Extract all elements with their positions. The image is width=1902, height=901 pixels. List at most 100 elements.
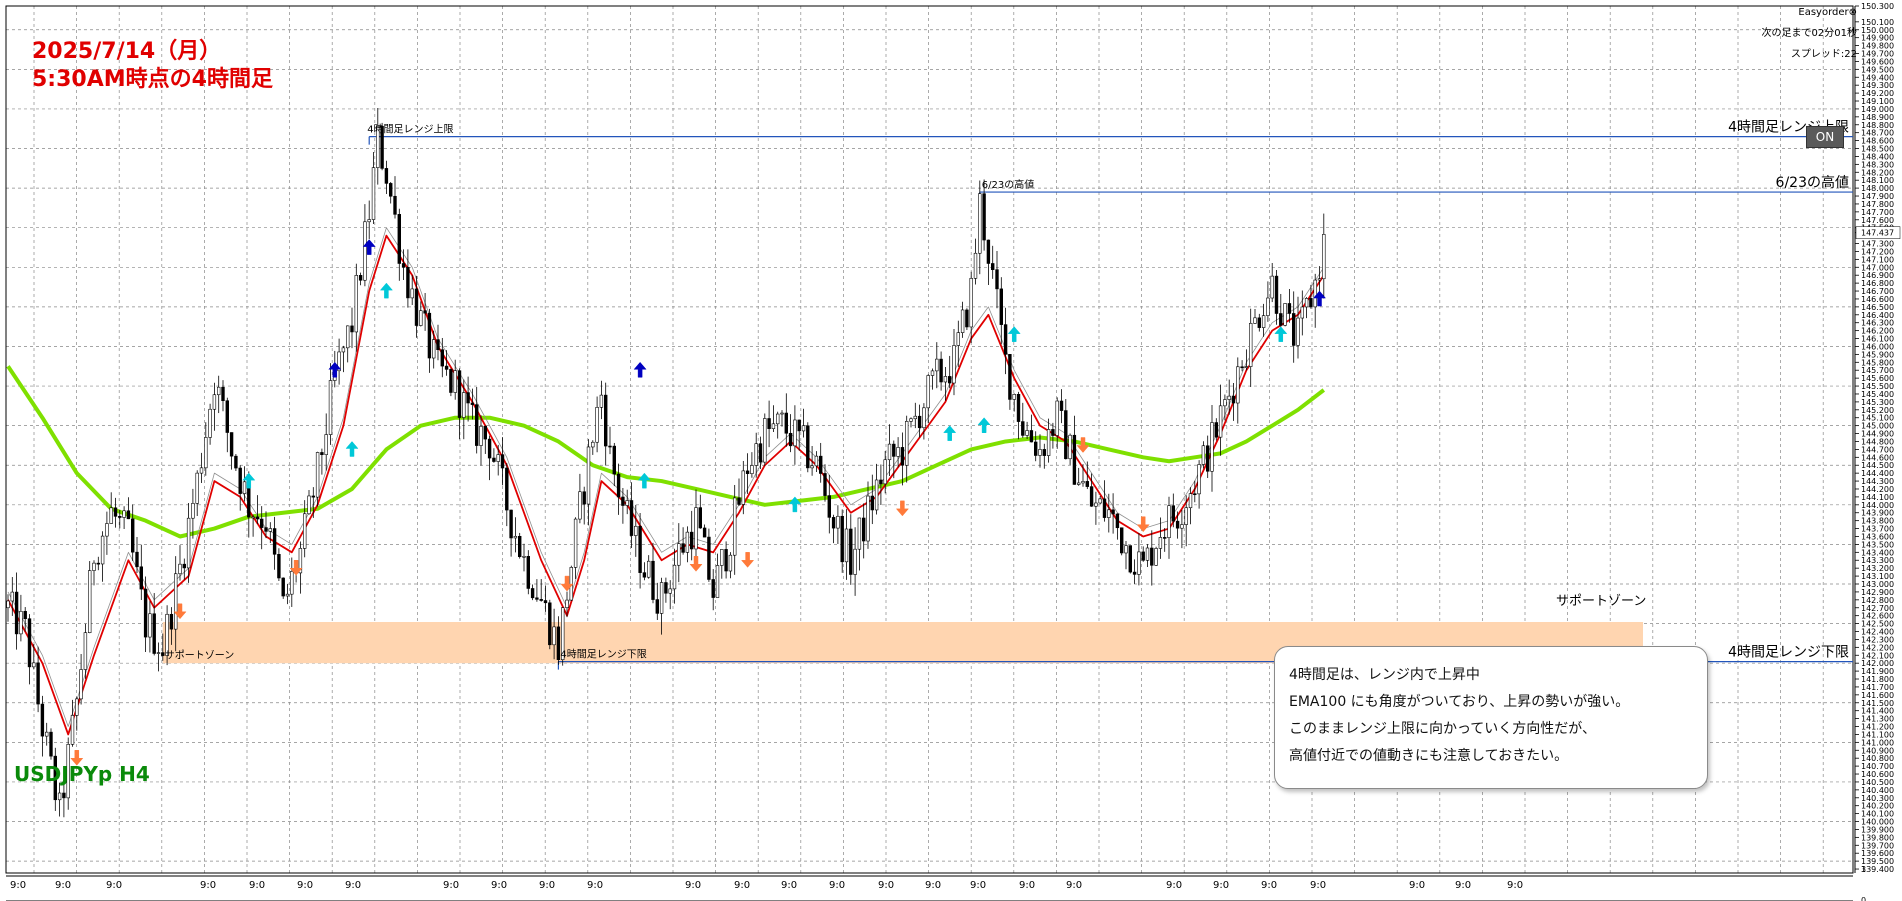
candle-body (1034, 441, 1038, 456)
price-tick-label: 144.500 (1861, 461, 1894, 470)
candle-body (913, 415, 918, 420)
price-tick-label: 146.400 (1861, 311, 1894, 320)
price-tick-label: 149.100 (1861, 97, 1894, 106)
candle-body (879, 479, 883, 485)
candle-body (397, 214, 401, 264)
candle-body (763, 418, 767, 463)
candle-body (363, 221, 367, 281)
candle-body (621, 496, 625, 506)
buy-signal-arrow (242, 472, 256, 489)
price-tick-label: 147.800 (1861, 200, 1894, 209)
candle-body (165, 613, 169, 656)
candle-body (1008, 354, 1012, 400)
candle-body (285, 593, 290, 597)
price-tick-label: 149.400 (1861, 73, 1894, 82)
candle-body (380, 125, 384, 169)
price-tick-label: 142.900 (1861, 588, 1894, 597)
candle-body (1261, 315, 1266, 328)
buy-signal-strong-arrow (328, 361, 342, 378)
price-tick-label: 145.100 (1861, 414, 1894, 423)
price-tick-label: 148.800 (1861, 121, 1894, 130)
candle-body (810, 465, 814, 469)
candle-body (62, 792, 66, 799)
current-price-box (1855, 226, 1901, 239)
sub-axis-label: 0 (1861, 896, 1866, 901)
candle-body (784, 412, 789, 434)
candle-body (1150, 547, 1154, 566)
candle-body (1218, 405, 1223, 438)
candle-body (259, 518, 264, 528)
candle-body (973, 252, 978, 279)
candle-body (591, 441, 595, 448)
candle-body (49, 731, 53, 757)
candle-body (113, 507, 118, 517)
candle-body (401, 263, 406, 268)
candle-body (1274, 275, 1279, 314)
candle-body (1253, 317, 1257, 324)
candle-body (414, 288, 419, 326)
easyorder-label[interactable]: Easyorder⊗ (1798, 7, 1857, 18)
candle-body (960, 309, 965, 333)
candle-body (186, 517, 191, 569)
buy-signal-arrow (1007, 326, 1021, 342)
candle-body (866, 495, 870, 542)
session-label: 9:0 (55, 880, 71, 891)
candle-body (1068, 434, 1072, 460)
price-tick-label: 149.700 (1861, 50, 1894, 59)
candle-body (1304, 298, 1309, 308)
price-tick-label: 149.200 (1861, 89, 1894, 98)
commentary-box: 4時間足は、レンジ内で上昇中 EMA100 にも角度がついており、上昇の勢いが強… (1274, 646, 1708, 789)
candle-body (857, 517, 862, 550)
candle-body (320, 452, 324, 456)
candle-body (861, 517, 866, 542)
session-label: 9:0 (1166, 880, 1182, 891)
candle-body (1137, 551, 1141, 575)
price-axis: 150.300 150.100150.000149.900149.800149.7… (1854, 2, 1901, 874)
price-tick-label: 141.700 (1861, 683, 1894, 692)
price-tick-label: 140.500 (1861, 778, 1894, 787)
session-label: 9:0 (1409, 880, 1425, 891)
candle-body (539, 599, 543, 601)
price-tick-label: 148.700 (1861, 129, 1894, 138)
candle-body (492, 457, 496, 462)
sell-signal-arrow (741, 552, 755, 568)
price-tick-label: 146.100 (1861, 335, 1894, 344)
candle-body (1059, 400, 1064, 411)
price-tick-label: 148.500 (1861, 145, 1894, 154)
candle-body (1231, 395, 1236, 404)
candle-body (27, 618, 32, 668)
price-tick-label: 139.800 (1861, 833, 1894, 842)
price-tick-label: 142.000 (1861, 659, 1894, 668)
candle-body (268, 528, 272, 532)
price-tick-label: 143.400 (1861, 548, 1894, 557)
candle-body (466, 392, 470, 404)
candle-body (272, 528, 277, 555)
candle-body (1102, 498, 1107, 518)
candle-body (965, 309, 969, 328)
note-line: このままレンジ上限に向かっていく方向性だが、 (1289, 721, 1597, 737)
sell-signal-arrow (560, 575, 574, 592)
candle-body (195, 472, 199, 504)
candle-body (44, 731, 49, 737)
price-tick-label: 144.600 (1861, 453, 1894, 462)
candle-body (483, 425, 487, 440)
sell-signal-arrow (1136, 516, 1150, 533)
note-line: 高値付近での値動きにも注意しておきたい。 (1289, 748, 1569, 764)
candle-body (874, 479, 879, 511)
candle-body (788, 432, 793, 447)
candle-body (1201, 445, 1206, 465)
price-tick-label: 145.800 (1861, 358, 1894, 367)
session-label: 9:0 (345, 880, 361, 891)
candle-body (479, 425, 483, 446)
candle-body (139, 566, 143, 590)
note-line: EMA100 にも角度がついており、上昇の勢いが強い。 (1289, 694, 1630, 710)
candle-body (1098, 498, 1102, 504)
candle-body (917, 415, 922, 429)
price-tick-label: 141.000 (1861, 738, 1894, 747)
price-tick-label: 144.900 (1861, 430, 1894, 439)
price-tick-label: 141.400 (1861, 707, 1894, 716)
on-toggle-button[interactable]: ON (1806, 126, 1844, 148)
price-tick-label: 139.700 (1861, 841, 1894, 850)
session-label: 9:0 (970, 880, 986, 891)
price-tick-label: 143.500 (1861, 540, 1894, 549)
